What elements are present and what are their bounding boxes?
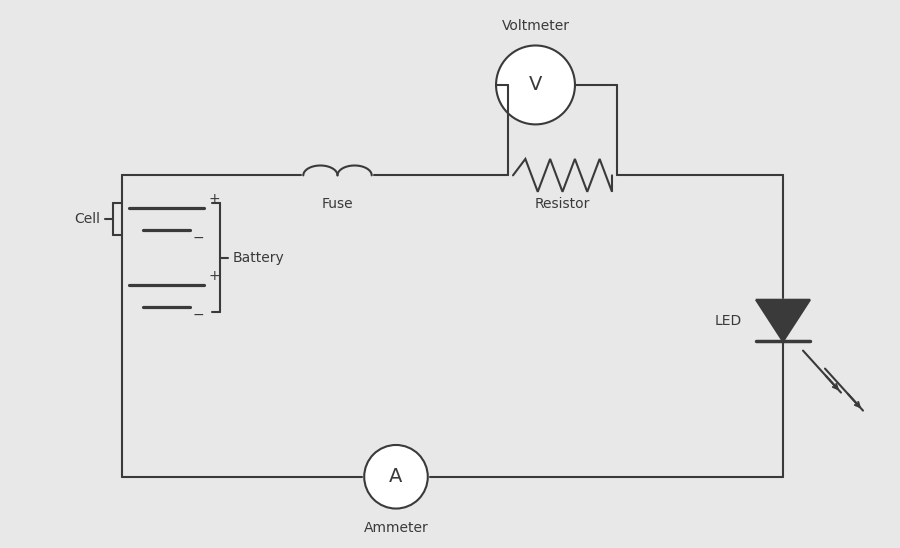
Circle shape [364,445,427,509]
Text: +: + [208,269,220,283]
Text: +: + [208,192,220,206]
Text: LED: LED [715,313,742,328]
Text: Fuse: Fuse [321,197,354,212]
Text: V: V [529,76,542,94]
Text: Voltmeter: Voltmeter [501,20,570,33]
Text: −: − [193,231,204,245]
Text: Battery: Battery [232,250,284,265]
Polygon shape [756,300,810,341]
Text: −: − [193,308,204,322]
Text: Cell: Cell [75,212,101,226]
Circle shape [496,45,575,124]
Text: Ammeter: Ammeter [364,521,428,534]
Text: A: A [390,467,402,486]
Text: Resistor: Resistor [535,197,590,212]
